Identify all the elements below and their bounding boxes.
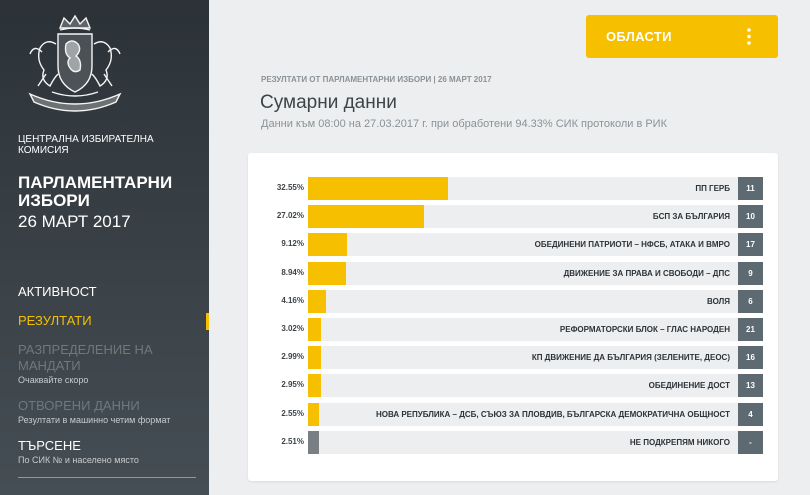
party-name: ВОЛЯ	[707, 296, 730, 306]
sidebar-nav: АКТИВНОСТ РЕЗУЛТАТИ РАЗПРЕДЕЛЕНИЕ НА МАН…	[18, 284, 209, 478]
result-row[interactable]: 27.02% БСП ЗА БЪЛГАРИЯ 10	[248, 205, 778, 229]
active-indicator	[206, 313, 209, 330]
result-row[interactable]: 32.55% ПП ГЕРБ 11	[248, 177, 778, 200]
nav-item-results[interactable]: РЕЗУЛТАТИ	[18, 313, 209, 330]
result-row[interactable]: 2.95% ОБЕДИНЕНИЕ ДОСТ 13	[248, 374, 778, 398]
coat-of-arms-logo[interactable]	[16, 14, 134, 118]
result-bar	[308, 374, 321, 398]
nav-item-open-data[interactable]: ОТВОРЕНИ ДАННИ Резултати в машинно четим…	[18, 398, 209, 425]
result-bar-track: БСП ЗА БЪЛГАРИЯ	[308, 205, 738, 229]
party-name: НЕ ПОДКРЕПЯМ НИКОГО	[629, 437, 730, 447]
result-row[interactable]: 4.16% ВОЛЯ 6	[248, 289, 778, 313]
election-title: ПАРЛАМЕНТАРНИ ИЗБОРИ	[18, 173, 173, 210]
result-percent: 2.55%	[281, 408, 304, 418]
ballot-number-badge: 21	[738, 318, 763, 341]
result-percent: 9.12%	[281, 239, 304, 249]
sidebar: ЦЕНТРАЛНА ИЗБИРАТЕЛНА КОМИСИЯ ПАРЛАМЕНТА…	[0, 0, 209, 495]
nav-sublabel: Резултати в машинно четим формат	[18, 415, 171, 425]
result-percent: 2.99%	[281, 352, 304, 362]
result-percent: 4.16%	[281, 295, 304, 305]
result-bar	[308, 402, 319, 426]
nav-item-search[interactable]: ТЪРСЕНЕ По СИК № и населено място	[18, 438, 209, 478]
result-bar-track: РЕФОРМАТОРСКИ БЛОК – ГЛАС НАРОДЕН	[308, 318, 738, 341]
breadcrumb: РЕЗУЛТАТИ ОТ ПАРЛАМЕНТАРНИ ИЗБОРИ | 26 М…	[261, 75, 492, 84]
nav-label: ТЪРСЕНЕ	[18, 438, 81, 453]
more-vertical-icon	[747, 28, 751, 45]
result-percent: 2.95%	[281, 380, 304, 390]
ballot-number-badge: 13	[738, 374, 763, 398]
results-card: 32.55% ПП ГЕРБ 11 27.02% БСП ЗА БЪЛГАРИЯ 10 9.…	[248, 153, 778, 481]
party-name: ОБЕДИНЕНИ ПАТРИОТИ – НФСБ, АТАКА И ВМРО	[534, 240, 730, 250]
nav-item-activity[interactable]: АКТИВНОСТ	[18, 284, 209, 300]
party-name: ПП ГЕРБ	[695, 184, 730, 193]
result-bar	[308, 430, 319, 454]
ballot-number-badge: 4	[738, 402, 763, 426]
nav-label: ОТВОРЕНИ ДАННИ	[18, 398, 140, 413]
ballot-number-badge: 16	[738, 346, 763, 370]
result-percent: 32.55%	[276, 183, 304, 192]
result-bar	[308, 205, 425, 229]
nav-sublabel: По СИК № и населено място	[18, 455, 139, 465]
result-percent: 27.02%	[276, 211, 304, 221]
areas-button[interactable]: ОБЛАСТИ	[586, 15, 778, 58]
nav-label: АКТИВНОСТ	[18, 284, 97, 299]
result-bar	[308, 346, 321, 370]
result-bar-track: КП ДВИЖЕНИЕ ДА БЪЛГАРИЯ (ЗЕЛЕНИТЕ, ДЕОС)	[308, 346, 738, 370]
party-name: ОБЕДИНЕНИЕ ДОСТ	[648, 381, 730, 391]
areas-button-label: ОБЛАСТИ	[606, 29, 672, 44]
election-date: 26 МАРТ 2017	[18, 212, 131, 231]
result-bar-track: ОБЕДИНЕНИ ПАТРИОТИ – НФСБ, АТАКА И ВМРО	[308, 233, 738, 257]
nav-label: РЕЗУЛТАТИ	[18, 313, 92, 328]
result-bar-track: НОВА РЕПУБЛИКА – ДСБ, СЪЮЗ ЗА ПЛОВДИВ, Б…	[308, 402, 738, 426]
result-bar-track: НЕ ПОДКРЕПЯМ НИКОГО	[308, 430, 738, 454]
result-row[interactable]: 3.02% РЕФОРМАТОРСКИ БЛОК – ГЛАС НАРОДЕН 21	[248, 318, 778, 341]
result-bar	[308, 318, 321, 341]
party-name: КП ДВИЖЕНИЕ ДА БЪЛГАРИЯ (ЗЕЛЕНИТЕ, ДЕОС)	[531, 353, 730, 363]
result-row[interactable]: 8.94% ДВИЖЕНИЕ ЗА ПРАВА И СВОБОДИ – ДПС 9	[248, 261, 778, 285]
ballot-number-badge: 10	[738, 205, 763, 229]
result-percent: 2.51%	[281, 436, 304, 446]
nav-item-mandates[interactable]: РАЗПРЕДЕЛЕНИЕ НА МАНДАТИ Очаквайте скоро	[18, 342, 209, 385]
party-name: БСП ЗА БЪЛГАРИЯ	[652, 212, 730, 222]
result-percent: 8.94%	[281, 267, 304, 277]
result-bar	[308, 289, 326, 313]
result-bar-track: ПП ГЕРБ	[308, 177, 738, 200]
party-name: НОВА РЕПУБЛИКА – ДСБ, СЪЮЗ ЗА ПЛОВДИВ, Б…	[375, 409, 730, 419]
result-percent: 3.02%	[281, 324, 304, 333]
ballot-number-badge: 9	[738, 261, 763, 285]
result-bar-track: ОБЕДИНЕНИЕ ДОСТ	[308, 374, 738, 398]
result-bar	[308, 177, 448, 200]
result-row[interactable]: 2.51% НЕ ПОДКРЕПЯМ НИКОГО -	[248, 430, 778, 454]
divider	[18, 477, 196, 478]
result-bar-track: ВОЛЯ	[308, 289, 738, 313]
result-row[interactable]: 2.55% НОВА РЕПУБЛИКА – ДСБ, СЪЮЗ ЗА ПЛОВД…	[248, 402, 778, 426]
ballot-number-badge: 11	[738, 177, 763, 200]
result-bar-track: ДВИЖЕНИЕ ЗА ПРАВА И СВОБОДИ – ДПС	[308, 261, 738, 285]
result-bar	[308, 233, 348, 257]
result-row[interactable]: 9.12% ОБЕДИНЕНИ ПАТРИОТИ – НФСБ, АТАКА И …	[248, 233, 778, 257]
result-row[interactable]: 2.99% КП ДВИЖЕНИЕ ДА БЪЛГАРИЯ (ЗЕЛЕНИТЕ, …	[248, 346, 778, 370]
nav-sublabel: Очаквайте скоро	[18, 375, 89, 385]
ballot-number-badge: 17	[738, 233, 763, 257]
organization-name: ЦЕНТРАЛНА ИЗБИРАТЕЛНА КОМИСИЯ	[18, 134, 154, 156]
party-name: РЕФОРМАТОРСКИ БЛОК – ГЛАС НАРОДЕН	[559, 325, 730, 334]
ballot-number-badge: -	[738, 430, 763, 454]
page-title: Сумарни данни	[260, 92, 397, 113]
result-bar	[308, 261, 347, 285]
nav-label: РАЗПРЕДЕЛЕНИЕ НА МАНДАТИ	[18, 342, 153, 373]
party-name: ДВИЖЕНИЕ ЗА ПРАВА И СВОБОДИ – ДПС	[563, 268, 730, 278]
ballot-number-badge: 6	[738, 289, 763, 313]
page-subtitle: Данни към 08:00 на 27.03.2017 г. при обр…	[261, 118, 668, 130]
